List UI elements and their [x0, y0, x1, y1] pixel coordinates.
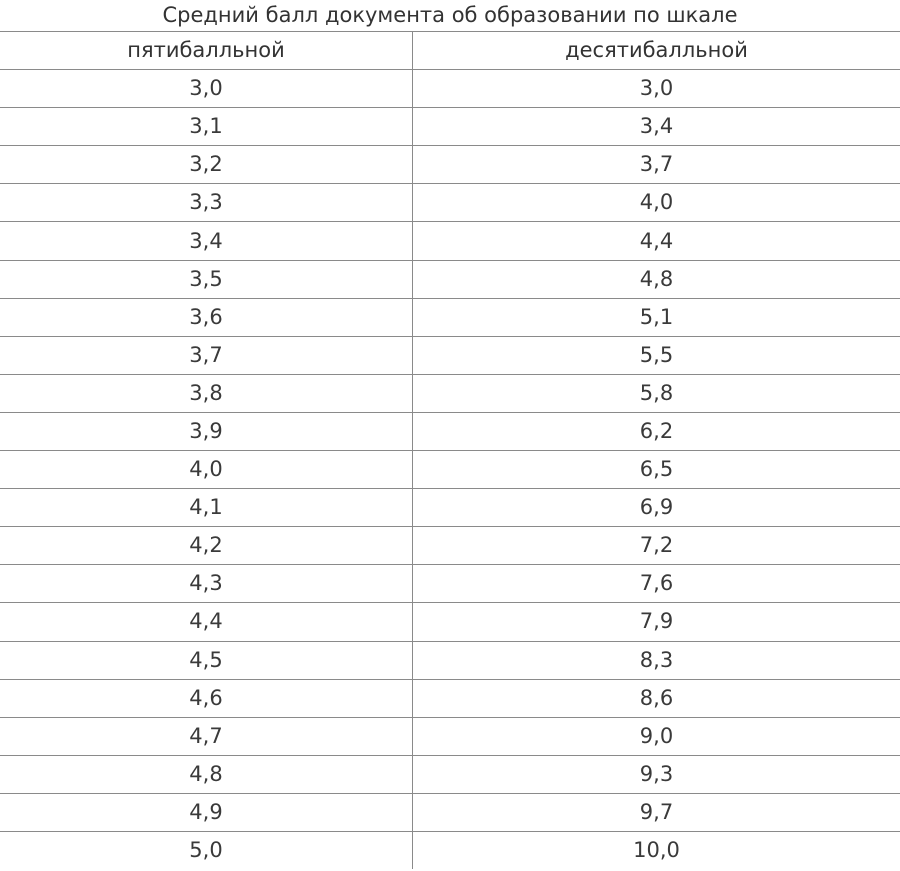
ten-point-value: 5,1 — [412, 297, 900, 337]
five-point-value: 4,2 — [0, 526, 413, 565]
table-row: 4,6 8,6 — [0, 678, 900, 718]
ten-point-value: 4,4 — [412, 221, 900, 261]
five-point-value: 4,7 — [0, 716, 413, 756]
ten-point-value: 9,3 — [412, 754, 900, 794]
table-row: 4,4 7,9 — [0, 602, 900, 641]
five-point-value: 4,8 — [0, 754, 413, 794]
five-point-value: 5,0 — [0, 830, 413, 870]
ten-point-value: 8,6 — [412, 678, 900, 718]
five-point-value: 3,7 — [0, 335, 413, 375]
ten-point-value: 6,2 — [412, 411, 900, 451]
five-point-value: 3,4 — [0, 221, 413, 261]
table-row: 4,7 9,0 — [0, 716, 900, 756]
five-point-value: 4,5 — [0, 640, 413, 680]
table-row: 3,6 5,1 — [0, 297, 900, 337]
ten-point-value: 4,8 — [412, 259, 900, 299]
ten-point-value: 8,3 — [412, 640, 900, 680]
ten-point-value: 7,6 — [412, 564, 900, 603]
table-row: 4,1 6,9 — [0, 488, 900, 527]
ten-point-value: 4,0 — [412, 183, 900, 222]
ten-point-value: 5,5 — [412, 335, 900, 375]
ten-point-value: 6,5 — [412, 450, 900, 489]
five-point-value: 3,9 — [0, 411, 413, 451]
table-row: 4,2 7,2 — [0, 526, 900, 565]
header-row: пятибалльной десятибалльной — [0, 30, 900, 70]
table-row: 3,3 4,0 — [0, 183, 900, 222]
table-row: 3,9 6,2 — [0, 411, 900, 451]
five-point-value: 4,3 — [0, 564, 413, 603]
table-row: 3,4 4,4 — [0, 221, 900, 261]
table-row: 4,5 8,3 — [0, 640, 900, 680]
ten-point-value: 3,7 — [412, 145, 900, 184]
ten-point-value: 7,2 — [412, 526, 900, 565]
ten-point-value: 5,8 — [412, 373, 900, 413]
five-point-value: 3,2 — [0, 145, 413, 184]
ten-point-value: 9,7 — [412, 792, 900, 832]
table-row: 3,0 3,0 — [0, 69, 900, 108]
table-row: 4,0 6,5 — [0, 450, 900, 489]
column-header-ten-point: десятибалльной — [412, 30, 900, 70]
five-point-value: 3,5 — [0, 259, 413, 299]
ten-point-value: 7,9 — [412, 602, 900, 641]
ten-point-value: 9,0 — [412, 716, 900, 756]
five-point-value: 3,1 — [0, 107, 413, 146]
table-row: 3,8 5,8 — [0, 373, 900, 413]
table-row: 4,3 7,6 — [0, 564, 900, 603]
ten-point-value: 10,0 — [412, 830, 900, 870]
table-row: 4,8 9,3 — [0, 754, 900, 794]
ten-point-value: 3,0 — [412, 69, 900, 108]
ten-point-value: 3,4 — [412, 107, 900, 146]
five-point-value: 3,0 — [0, 69, 413, 108]
column-header-five-point: пятибалльной — [0, 30, 413, 70]
five-point-value: 4,0 — [0, 450, 413, 489]
five-point-value: 4,6 — [0, 678, 413, 718]
table-row: 3,7 5,5 — [0, 335, 900, 375]
five-point-value: 3,3 — [0, 183, 413, 222]
table-row: 5,0 10,0 — [0, 830, 900, 870]
ten-point-value: 6,9 — [412, 488, 900, 527]
five-point-value: 3,8 — [0, 373, 413, 413]
five-point-value: 4,9 — [0, 792, 413, 832]
grade-conversion-table: пятибалльной десятибалльной 3,0 3,0 3,1 3,4… — [0, 30, 900, 870]
table-title: Средний балл документа об образовании по… — [162, 3, 738, 27]
five-point-value: 4,1 — [0, 488, 413, 527]
table-row: 3,2 3,7 — [0, 145, 900, 184]
five-point-value: 3,6 — [0, 297, 413, 337]
five-point-value: 4,4 — [0, 602, 413, 641]
table-row: 4,9 9,7 — [0, 792, 900, 832]
table-row: 3,1 3,4 — [0, 107, 900, 146]
table-row: 3,5 4,8 — [0, 259, 900, 299]
